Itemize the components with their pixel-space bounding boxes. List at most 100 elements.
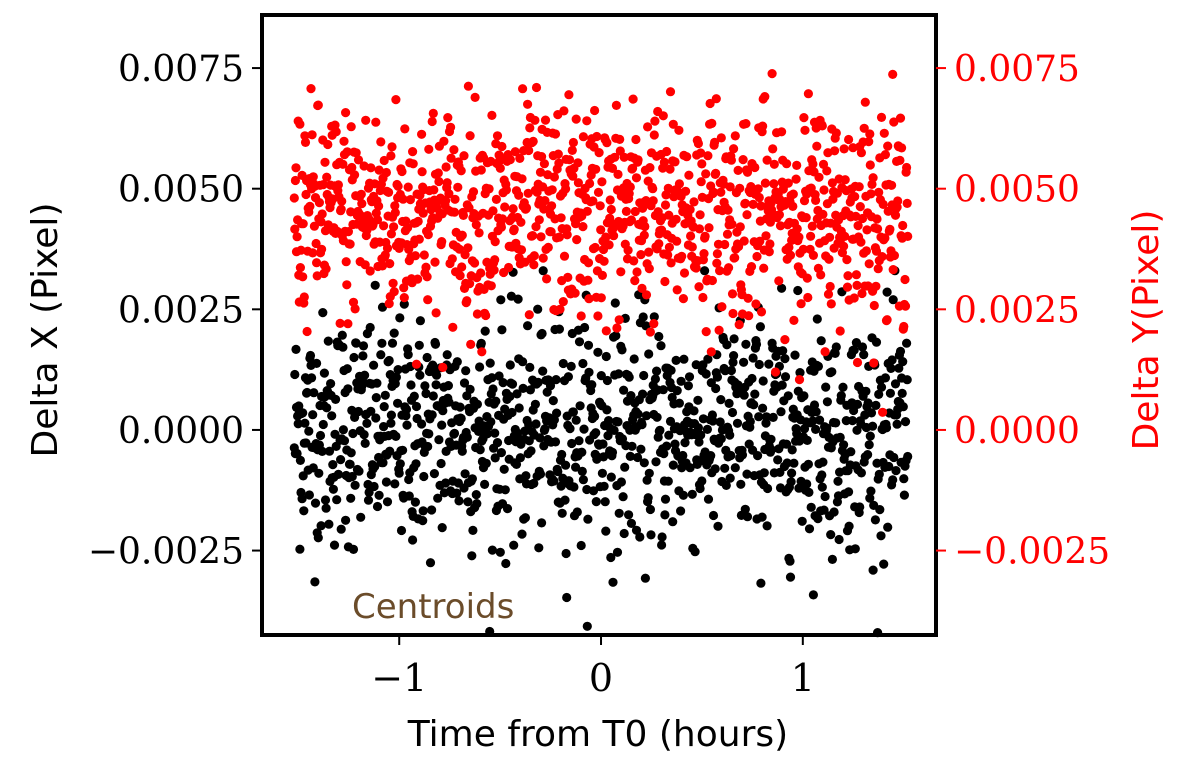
delta-x-point (693, 423, 704, 433)
delta-x-point (600, 497, 610, 507)
delta-y-point (789, 315, 799, 325)
delta-x-point (652, 366, 662, 376)
delta-y-point (748, 199, 758, 209)
delta-x-point (391, 372, 401, 382)
delta-y-point (888, 69, 898, 79)
delta-y-point (318, 180, 328, 190)
delta-y-point (775, 221, 786, 231)
delta-x-point (411, 459, 421, 469)
delta-x-point (708, 510, 719, 521)
delta-y-point (477, 347, 487, 357)
delta-x-point (391, 431, 401, 441)
delta-x-point (597, 468, 608, 478)
delta-x-point (457, 446, 467, 456)
delta-y-point (438, 362, 448, 372)
delta-x-point (323, 336, 333, 346)
delta-y-point (704, 223, 714, 233)
delta-x-point (333, 469, 343, 479)
delta-y-point (850, 192, 860, 202)
delta-y-point (887, 180, 897, 190)
delta-y-point (712, 249, 723, 259)
delta-y-point (568, 137, 579, 148)
delta-y-point (559, 251, 570, 261)
delta-y-point (546, 227, 556, 237)
delta-x-point (741, 339, 751, 349)
delta-x-point (417, 419, 427, 429)
delta-x-point (641, 411, 652, 421)
delta-y-point (585, 178, 595, 189)
delta-x-point (579, 424, 589, 434)
delta-y-point (873, 264, 883, 274)
delta-y-point (471, 220, 481, 230)
delta-y-point (607, 163, 618, 173)
delta-y-point (902, 162, 912, 173)
delta-y-point (470, 92, 480, 102)
x-tick-label: 1 (791, 656, 815, 700)
delta-y-point (864, 137, 874, 147)
delta-y-point (751, 299, 761, 309)
delta-x-point (802, 435, 812, 445)
delta-y-point (417, 129, 427, 139)
delta-x-point (607, 447, 618, 457)
delta-y-point (501, 185, 511, 195)
delta-y-point (611, 100, 622, 110)
delta-x-point (347, 471, 357, 482)
delta-y-point (388, 278, 398, 288)
delta-y-point (505, 155, 515, 165)
delta-y-point (851, 270, 862, 280)
delta-y-point (423, 230, 433, 240)
delta-y-point (730, 131, 740, 141)
delta-x-point (349, 352, 359, 363)
delta-x-point (680, 438, 690, 448)
delta-x-point (379, 402, 389, 412)
delta-x-point (482, 429, 492, 439)
delta-x-point (804, 487, 814, 497)
delta-y-point (491, 194, 501, 204)
delta-x-point (371, 393, 381, 403)
delta-y-point (333, 180, 343, 190)
delta-y-point (562, 230, 572, 240)
delta-y-point (782, 159, 792, 169)
delta-y-point (808, 159, 818, 169)
delta-y-point (754, 192, 764, 203)
delta-x-point (737, 450, 748, 460)
delta-y-point (572, 235, 582, 245)
delta-x-point (732, 418, 743, 428)
delta-y-point (441, 196, 451, 206)
delta-y-point (902, 198, 912, 208)
delta-x-point (808, 416, 818, 426)
delta-y-point (554, 232, 565, 242)
delta-y-point (637, 283, 647, 293)
delta-x-point (575, 401, 585, 411)
delta-x-point (509, 540, 519, 550)
delta-y-point (466, 339, 476, 349)
delta-y-point (861, 246, 872, 256)
delta-y-point (314, 198, 324, 208)
delta-y-point (345, 239, 355, 249)
delta-y-point (700, 231, 710, 241)
delta-y-point (794, 232, 804, 242)
delta-x-point (494, 371, 504, 381)
delta-y-point (730, 253, 740, 263)
delta-x-point (558, 358, 568, 369)
delta-x-point (903, 451, 913, 462)
delta-x-point (429, 469, 439, 479)
delta-x-point (583, 340, 594, 350)
delta-y-point (609, 231, 619, 241)
delta-x-point (657, 532, 667, 542)
delta-x-point (406, 380, 416, 390)
delta-x-point (385, 446, 395, 456)
delta-x-point (639, 370, 649, 381)
delta-x-point (411, 401, 422, 412)
delta-x-point (687, 489, 697, 499)
delta-x-point (297, 494, 307, 504)
delta-x-point (475, 445, 485, 455)
delta-x-point (294, 401, 304, 411)
delta-x-point (844, 487, 854, 497)
delta-y-point (723, 205, 733, 215)
delta-x-point (747, 373, 757, 384)
delta-y-point (295, 263, 305, 273)
delta-x-point (456, 413, 466, 424)
delta-y-point (528, 231, 538, 241)
delta-y-point (539, 159, 550, 169)
